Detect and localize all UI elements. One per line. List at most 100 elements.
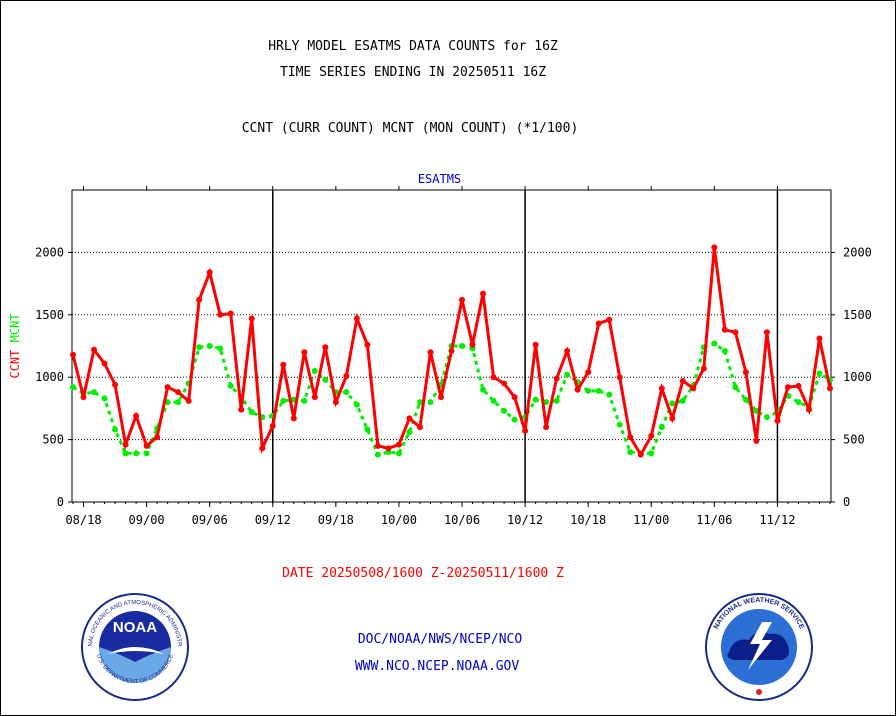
mcnt-data-point [658, 424, 665, 431]
ccnt-data-point [196, 296, 203, 303]
ccnt-data-point [564, 347, 571, 354]
ccnt-data-point [269, 422, 276, 429]
mcnt-data-point [91, 389, 98, 396]
ccnt-data-point [648, 432, 655, 439]
ccnt-data-point [448, 347, 455, 354]
ccnt-data-point [122, 441, 129, 448]
ccnt-data-point [543, 424, 550, 431]
ccnt-data-point [248, 315, 255, 322]
ccnt-data-point [574, 386, 581, 393]
ccnt-data-point [721, 326, 728, 333]
ccnt-data-point [595, 320, 602, 327]
x-tick-label: 11/06 [696, 513, 732, 527]
header-title-line2: TIME SERIES ENDING IN 20250511 16Z [279, 65, 547, 80]
noaa-logo-icon: NOAA NATIONAL OCEANIC AND ATMOSPHERIC AD… [80, 592, 189, 701]
ccnt-data-point [290, 415, 297, 422]
mcnt-data-point [795, 399, 802, 406]
mcnt-data-point [459, 343, 466, 349]
ccnt-data-point [364, 341, 371, 348]
ccnt-data-point [322, 344, 329, 351]
ccnt-data-point [627, 434, 634, 441]
mcnt-data-point [490, 397, 497, 404]
y-tick-label-right: 500 [843, 433, 865, 447]
ccnt-data-point [175, 389, 182, 396]
ccnt-data-point [343, 372, 350, 379]
mcnt-data-point [196, 344, 203, 351]
website-label: WWW.NCO.NCEP.NOAA.GOV [354, 659, 520, 674]
ccnt-data-point [259, 445, 266, 452]
x-tick-label: 09/12 [255, 513, 291, 527]
ccnt-data-point [585, 369, 592, 376]
mcnt-data-point [679, 397, 686, 404]
mcnt-data-point [122, 450, 129, 457]
ccnt-data-point [311, 394, 318, 401]
ccnt-data-point [101, 360, 108, 367]
x-tick-label: 08/18 [65, 513, 101, 527]
mcnt-data-point [301, 397, 308, 404]
mcnt-data-point [532, 396, 539, 403]
ccnt-data-point [395, 441, 402, 448]
ccnt-data-point [112, 381, 119, 388]
mcnt-data-point [721, 347, 728, 354]
mcnt-data-point [816, 370, 823, 377]
y-tick-label-right: 1500 [843, 308, 872, 322]
x-tick-label: 10/06 [444, 513, 480, 527]
mcnt-data-point [564, 371, 571, 378]
mcnt-data-point [501, 407, 508, 414]
ccnt-data-point [374, 442, 381, 449]
ccnt-data-point [280, 361, 287, 368]
mcnt-data-point [732, 384, 739, 391]
ccnt-data-point [416, 424, 423, 431]
mcnt-data-point [248, 409, 255, 416]
x-tick-label: 11/12 [759, 513, 795, 527]
ccnt-data-point [385, 445, 392, 452]
y-axis-label-ccnt: CCNT [8, 342, 22, 378]
ccnt-data-point [206, 269, 213, 276]
ccnt-data-point [532, 341, 539, 348]
mcnt-data-point [595, 387, 602, 394]
x-tick-label: 10/18 [570, 513, 606, 527]
mcnt-data-point [606, 391, 613, 398]
ccnt-data-point [469, 341, 476, 348]
ccnt-data-point [490, 374, 497, 381]
ccnt-data-point [459, 296, 466, 303]
nws-logo-icon: NATIONAL WEATHER SERVICE [705, 593, 813, 701]
mcnt-data-point [511, 416, 518, 423]
x-tick-label: 10/00 [381, 513, 417, 527]
y-tick-label-left: 1500 [35, 308, 64, 322]
date-range-label: DATE 20250508/1600 Z-20250511/1600 Z [282, 566, 564, 581]
ccnt-data-point [711, 244, 718, 251]
mcnt-data-point [112, 426, 119, 433]
mcnt-data-point [322, 376, 329, 383]
y-tick-label-right: 0 [843, 495, 850, 509]
mcnt-data-point [627, 449, 634, 456]
mcnt-data-point [427, 399, 434, 406]
ccnt-data-point [227, 310, 234, 317]
noaa-logo-text: NOAA [113, 619, 157, 636]
y-tick-label-left: 1000 [35, 370, 64, 384]
y-axis-label: CCNT MCNT [8, 313, 22, 378]
y-tick-label-left: 2000 [35, 245, 64, 259]
mcnt-data-point [143, 450, 150, 457]
mcnt-data-point [206, 343, 213, 349]
ccnt-data-point [827, 385, 833, 392]
x-tick-label: 09/06 [192, 513, 228, 527]
header-title-line3: CCNT (CURR COUNT) MCNT (MON COUNT) (*1/1… [241, 121, 579, 136]
mcnt-data-point [395, 450, 402, 457]
mcnt-data-point [101, 395, 108, 402]
x-tick-label: 10/12 [507, 513, 543, 527]
ccnt-data-point [522, 427, 529, 434]
mcnt-data-point [227, 382, 234, 389]
mcnt-data-point [553, 397, 560, 404]
y-tick-label-right: 1000 [843, 370, 872, 384]
ccnt-data-point [143, 442, 150, 449]
ccnt-data-point [732, 329, 739, 336]
mcnt-data-point [543, 399, 550, 406]
mcnt-data-point [364, 426, 371, 433]
mcnt-data-point [742, 396, 749, 403]
x-tick-label: 11/00 [633, 513, 669, 527]
ccnt-data-point [238, 406, 245, 413]
ccnt-data-point [805, 406, 812, 413]
ccnt-data-point [616, 374, 623, 381]
